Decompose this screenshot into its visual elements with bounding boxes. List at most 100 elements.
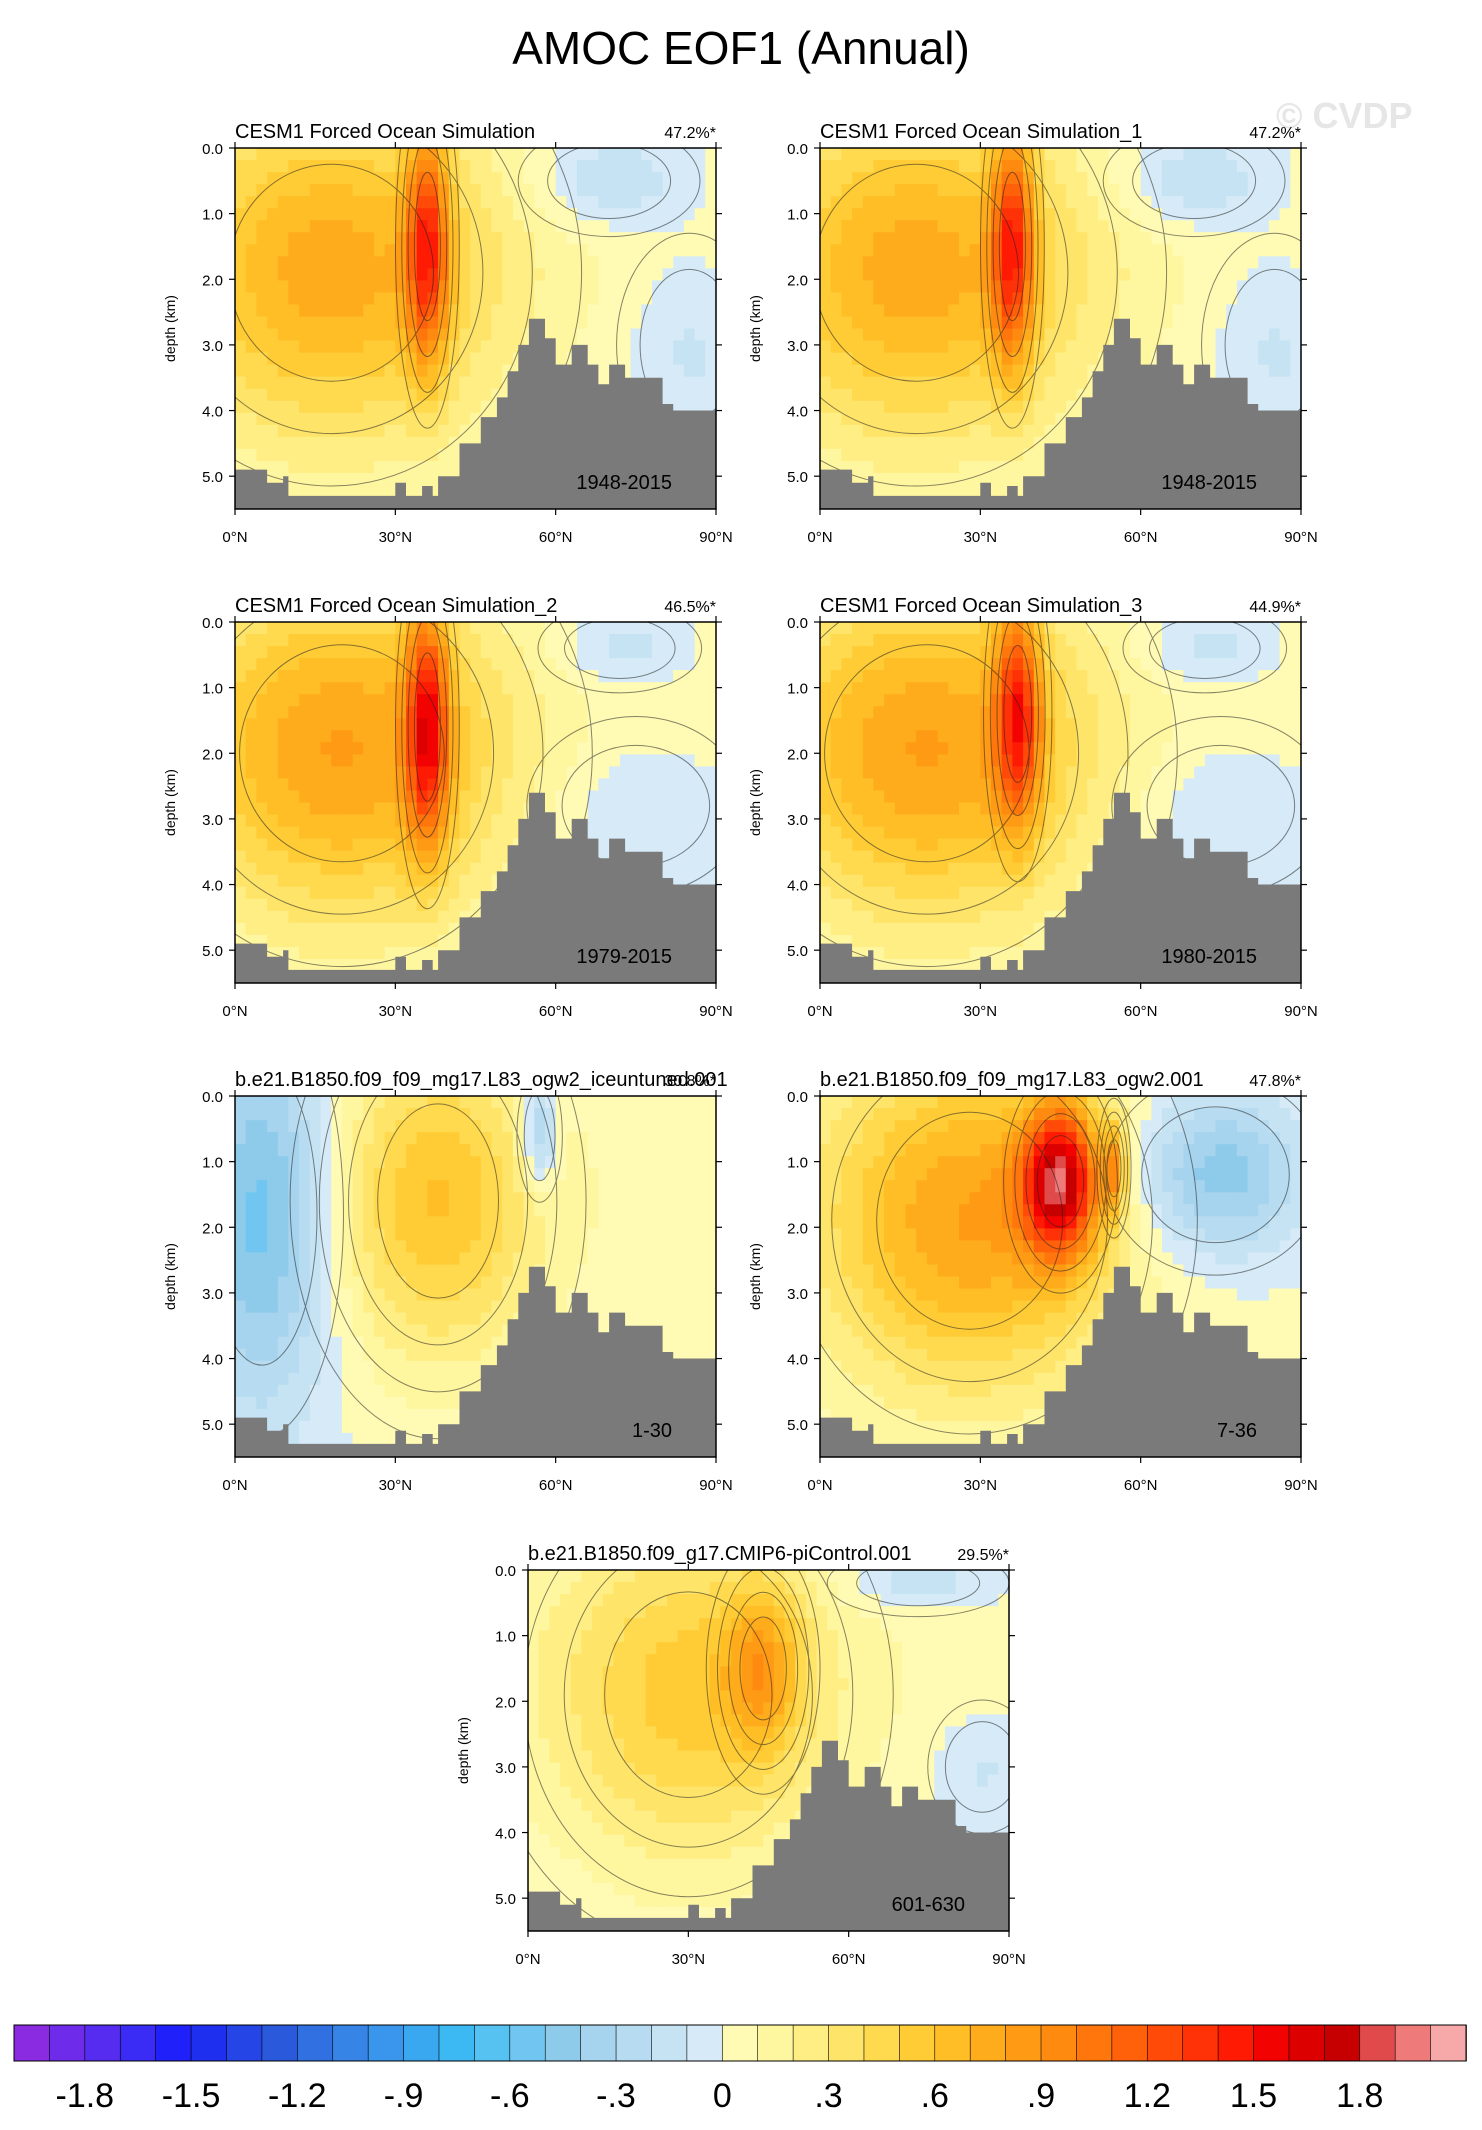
- field-cell: [619, 292, 632, 305]
- field-cell: [374, 160, 386, 173]
- field-cell: [577, 670, 589, 683]
- field-cell: [841, 364, 853, 378]
- contour-line: [547, 148, 672, 220]
- field-cell: [331, 256, 343, 269]
- field-cell: [873, 352, 885, 366]
- field-cell: [438, 814, 450, 828]
- field-cell: [1247, 388, 1259, 402]
- field-cell: [619, 694, 632, 707]
- field-cell: [969, 340, 981, 354]
- field-cell: [959, 682, 971, 695]
- field-cell: [969, 958, 981, 972]
- field-cell: [1001, 304, 1013, 317]
- field-cell: [534, 670, 546, 683]
- field-cell: [852, 766, 864, 779]
- field-cell: [969, 838, 981, 852]
- field-cell: [673, 826, 685, 840]
- field-cell: [512, 280, 525, 293]
- field-cell: [288, 244, 300, 257]
- field-cell: [683, 364, 696, 378]
- field-cell: [406, 718, 418, 731]
- field-cell: [1076, 232, 1088, 245]
- field-cell: [1279, 184, 1291, 197]
- field-cell: [705, 754, 716, 767]
- field-cell: [1236, 232, 1249, 245]
- field-cell: [288, 778, 300, 791]
- field-cell: [841, 742, 853, 755]
- field-cell: [619, 160, 632, 173]
- field-cell: [277, 388, 290, 402]
- field-cell: [884, 814, 896, 828]
- field-cell: [491, 634, 503, 647]
- field-cell: [959, 328, 971, 342]
- field-cell: [545, 328, 557, 342]
- field-cell: [598, 292, 610, 305]
- field-cell: [320, 730, 332, 743]
- field-cell: [991, 460, 1003, 474]
- field-cell: [256, 910, 268, 924]
- field-cell: [884, 376, 896, 390]
- field-cell: [1226, 268, 1238, 281]
- field-cell: [277, 790, 290, 804]
- field-cell: [694, 304, 706, 317]
- field-cell: [1012, 682, 1024, 695]
- field-cell: [374, 934, 386, 948]
- field-cell: [1001, 280, 1013, 293]
- field-cell: [884, 670, 896, 683]
- field-cell: [820, 670, 832, 683]
- field-cell: [830, 376, 842, 390]
- field-cell: [438, 400, 450, 414]
- field-cell: [1215, 340, 1227, 354]
- field-cell: [331, 220, 343, 233]
- field-cell: [651, 706, 664, 719]
- field-cell: [406, 802, 418, 816]
- field-cell: [341, 436, 354, 450]
- field-cell: [1023, 682, 1035, 695]
- field-cell: [384, 352, 396, 366]
- field-cell: [959, 802, 971, 816]
- field-cell: [235, 328, 247, 342]
- field-cell: [352, 436, 364, 450]
- field-cell: [969, 376, 981, 390]
- field-cell: [598, 376, 610, 390]
- field-cell: [1023, 256, 1035, 269]
- field-cell: [480, 634, 493, 647]
- field-cell: [288, 622, 300, 635]
- field-cell: [619, 742, 632, 755]
- field-cell: [1044, 412, 1056, 426]
- field-cell: [830, 778, 842, 791]
- field-cell: [948, 412, 960, 426]
- field-cell: [1001, 436, 1013, 450]
- field-cell: [651, 244, 664, 257]
- field-cell: [374, 172, 386, 185]
- field-cell: [523, 184, 535, 197]
- field-cell: [662, 766, 674, 779]
- field-cell: [320, 946, 332, 960]
- field-cell: [1044, 622, 1056, 635]
- field-cell: [980, 898, 992, 912]
- field-cell: [587, 730, 599, 743]
- field-cell: [534, 778, 546, 791]
- field-cell: [980, 670, 992, 683]
- field-cell: [1023, 424, 1035, 438]
- field-cell: [991, 436, 1003, 450]
- field-cell: [448, 316, 461, 330]
- field-cell: [502, 352, 514, 366]
- field-cell: [1097, 328, 1110, 342]
- field-cell: [820, 754, 832, 767]
- field-cell: [1044, 220, 1056, 233]
- field-cell: [969, 472, 981, 486]
- field-cell: [830, 706, 842, 719]
- field-cell: [406, 160, 418, 173]
- field-cell: [820, 838, 832, 852]
- field-cell: [374, 694, 386, 707]
- field-cell: [1044, 850, 1056, 864]
- field-cell: [1290, 304, 1301, 317]
- field-cell: [288, 172, 300, 185]
- field-cell: [277, 460, 290, 474]
- field-cell: [1279, 328, 1291, 342]
- field-cell: [363, 958, 375, 972]
- field-cell: [384, 484, 396, 498]
- field-cell: [288, 364, 300, 378]
- field-cell: [959, 304, 971, 317]
